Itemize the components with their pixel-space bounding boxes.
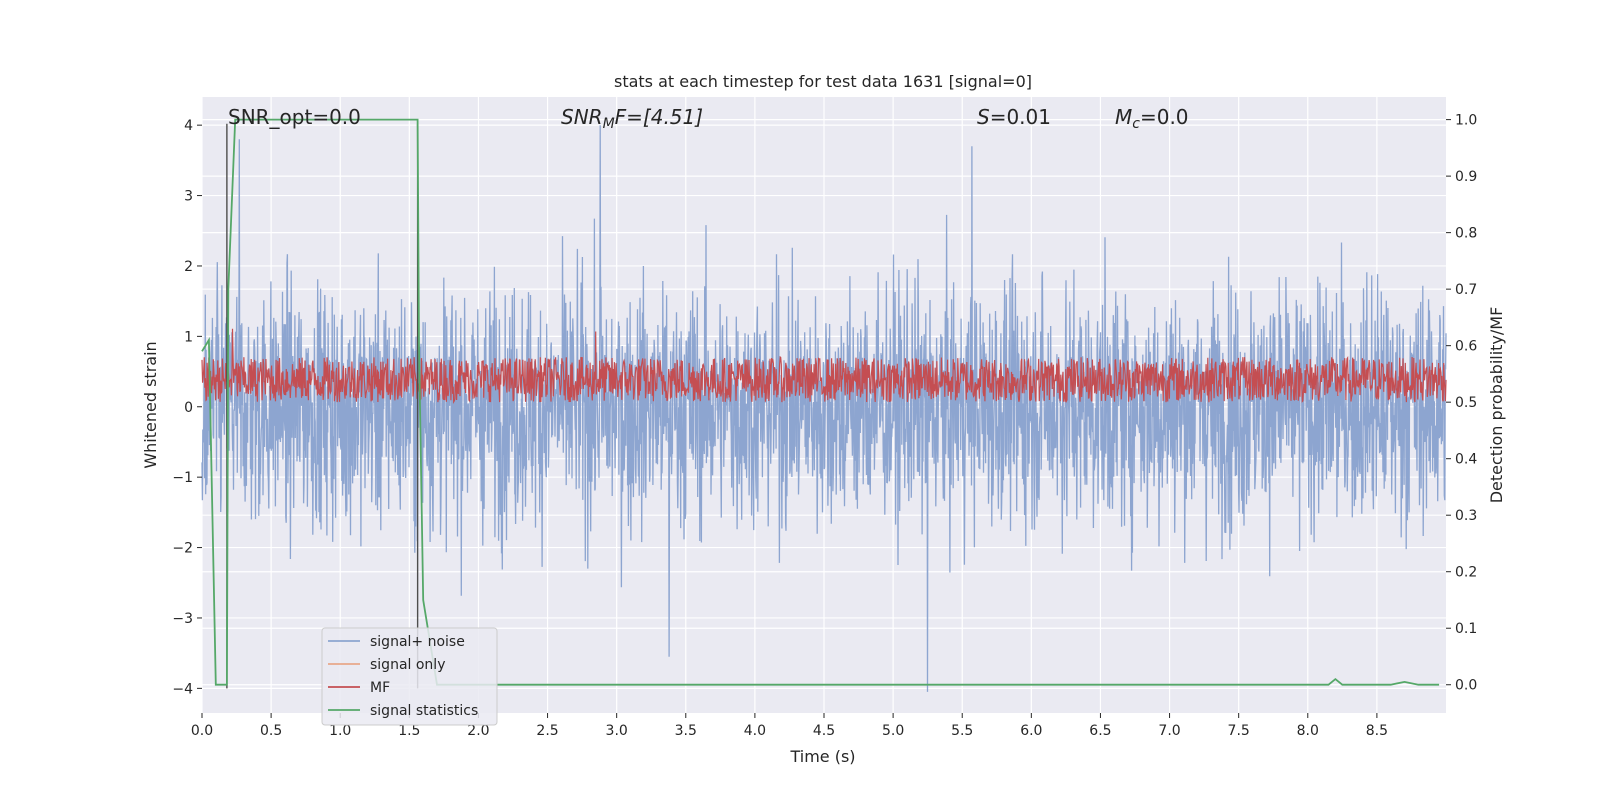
annotation-mc-symbol: M [1115, 105, 1132, 129]
x-tick-label: 3.0 [606, 723, 628, 739]
annotation-s-value: =0.01 [990, 105, 1051, 129]
x-tick-label: 7.5 [1228, 723, 1250, 739]
y-left-tick-label: 4 [184, 118, 193, 134]
annotation-snr-mf-symbol: SNR [561, 105, 603, 129]
chart-title: stats at each timestep for test data 163… [614, 72, 1032, 91]
annotation-snr-mf-value: F=[4.51] [615, 105, 703, 129]
y-left-tick-label: 1 [184, 329, 193, 345]
legend: signal+ noise signal only MF signal statist… [321, 627, 498, 726]
y-right-tick-label: 0.7 [1455, 282, 1477, 298]
x-tick-label: 6.5 [1089, 723, 1111, 739]
x-tick-label: 5.5 [951, 723, 973, 739]
y-left-tick-label: −3 [172, 611, 193, 627]
annotation-snr-mf-sub: M [603, 116, 615, 132]
annotation-s: S=0.01 [977, 105, 1051, 129]
x-tick-label: 8.0 [1297, 723, 1319, 739]
y-axis-right-label: Detection probability/MF [1487, 307, 1506, 504]
x-tick-label: 2.5 [536, 723, 558, 739]
x-tick-label: 1.5 [398, 723, 420, 739]
x-tick-label: 0.5 [260, 723, 282, 739]
x-tick-label: 0.0 [191, 723, 213, 739]
y-right-tick-label: 0.5 [1455, 395, 1477, 411]
series-mf [201, 328, 1447, 404]
annotation-snr-opt: SNR_opt=0.0 [228, 105, 361, 129]
series-signal-statistics [201, 118, 1440, 686]
y-axis-left-label: Whitened strain [141, 341, 160, 468]
y-left-tick-label: 0 [184, 400, 193, 416]
y-right-tick-label: 0.2 [1455, 565, 1477, 581]
annotation-mc-value: =0.0 [1140, 105, 1189, 129]
series-layer [201, 118, 1447, 692]
x-axis: 0.0 0.5 1.0 1.5 2.0 2.5 3.0 3.5 4.0 4.5 5.0 5.5 6.0 6… [191, 713, 1388, 739]
y-right-tick-label: 0.0 [1455, 678, 1477, 694]
x-tick-label: 7.0 [1158, 723, 1180, 739]
y-right-tick-label: 1.0 [1455, 113, 1477, 129]
annotation-mc: Mc=0.0 [1115, 105, 1189, 132]
y-right-tick-label: 0.8 [1455, 226, 1477, 242]
x-tick-label: 2.0 [467, 723, 489, 739]
y-right-tick-label: 0.3 [1455, 508, 1477, 524]
y-left-tick-label: 2 [184, 259, 193, 275]
x-axis-label: Time (s) [789, 747, 855, 766]
legend-entry: signal+ noise [370, 634, 465, 650]
y-axis-left: −4 −3 −2 −1 0 1 2 3 4 [172, 118, 202, 697]
annotation-mc-sub: c [1132, 116, 1140, 132]
x-tick-label: 6.0 [1020, 723, 1042, 739]
y-left-tick-label: −4 [172, 681, 193, 697]
x-tick-label: 1.0 [329, 723, 351, 739]
legend-entry: signal statistics [370, 703, 478, 719]
y-right-tick-label: 0.1 [1455, 621, 1477, 637]
series-signal-noise [201, 125, 1447, 692]
y-left-tick-label: −1 [172, 470, 193, 486]
y-axis-right: 0.0 0.1 0.2 0.3 0.4 0.5 0.6 0.7 0.8 0.9 1.0 [1446, 113, 1477, 694]
legend-box [321, 627, 498, 726]
x-tick-label: 5.0 [882, 723, 904, 739]
annotation-s-symbol: S [977, 105, 990, 129]
y-right-tick-label: 0.6 [1455, 339, 1477, 355]
y-left-tick-label: 3 [184, 189, 193, 205]
x-tick-label: 4.0 [744, 723, 766, 739]
x-tick-label: 4.5 [813, 723, 835, 739]
x-tick-label: 3.5 [675, 723, 697, 739]
legend-entry: signal only [370, 657, 445, 673]
y-right-tick-label: 0.4 [1455, 452, 1477, 468]
legend-entry: MF [370, 680, 390, 696]
annotation-snr-mf: SNRMF=[4.51] [561, 105, 703, 132]
x-tick-label: 8.5 [1366, 723, 1388, 739]
y-left-tick-label: −2 [172, 541, 193, 557]
y-right-tick-label: 0.9 [1455, 169, 1477, 185]
